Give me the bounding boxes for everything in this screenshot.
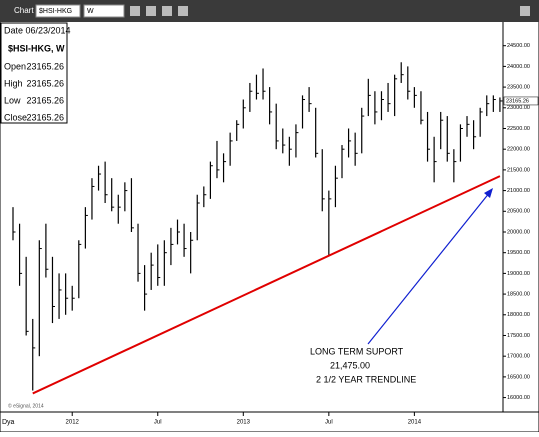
- x-tick-label: 2012: [66, 420, 80, 426]
- y-tick-label: 24500.00: [507, 43, 530, 49]
- corner-label: Dya: [2, 419, 15, 426]
- y-tick-label: 17000.00: [507, 354, 530, 360]
- title-bar: [0, 0, 539, 22]
- watermark: © eSignal, 2014: [8, 402, 44, 409]
- interval-input[interactable]: W: [87, 8, 94, 15]
- x-tick-label: Jul: [154, 420, 162, 426]
- y-tick-label: 22000.00: [507, 147, 530, 153]
- y-tick-label: 19500.00: [507, 250, 530, 256]
- info-label: High: [4, 78, 23, 88]
- info-value: 23165.26: [26, 78, 64, 88]
- info-label: Close: [4, 112, 27, 122]
- y-tick-label: 18500.00: [507, 292, 530, 298]
- annotation-line: LONG TERM SUPORT: [310, 346, 404, 356]
- y-tick-label: 21500.00: [507, 167, 530, 173]
- trendline: [32, 175, 501, 395]
- y-tick-label: 20500.00: [507, 209, 530, 215]
- last-price-marker: [503, 96, 539, 106]
- last-price-label: 23165.26: [506, 98, 529, 104]
- symbol-input[interactable]: $HSI-HKG: [39, 8, 72, 15]
- toolbar-icons: [130, 6, 530, 16]
- info-value: 23165.26: [26, 61, 64, 71]
- y-tick-label: 19000.00: [507, 271, 530, 277]
- y-tick-label: 17500.00: [507, 333, 530, 339]
- y-tick-label: 16500.00: [507, 374, 530, 380]
- info-date: Date 06/23/2014: [4, 25, 71, 35]
- y-tick-label: 23500.00: [507, 85, 530, 91]
- annotation-arrow: [367, 191, 491, 345]
- window-title: Chart: [14, 6, 34, 15]
- y-tick-label: 18000.00: [507, 312, 530, 318]
- y-tick-label: 21000.00: [507, 188, 530, 194]
- y-tick-label: 20000.00: [507, 229, 530, 235]
- info-label: Open: [4, 61, 26, 71]
- y-tick-label: 23000.00: [507, 105, 530, 111]
- y-tick-label: 24000.00: [507, 64, 530, 70]
- info-symbol: $HSI-HKG, W: [8, 43, 65, 53]
- x-tick-label: Jul: [325, 420, 333, 426]
- interval-box[interactable]: [83, 4, 125, 18]
- annotation-line: 21,475.00: [330, 360, 370, 370]
- x-tick-label: 2013: [237, 420, 251, 426]
- info-value: 23165.26: [26, 112, 64, 122]
- annotation-line: 2 1/2 YEAR TRENDLINE: [316, 374, 416, 384]
- info-value: 23165.26: [26, 95, 64, 105]
- x-tick-label: 2014: [408, 420, 422, 426]
- info-panel: [0, 22, 68, 124]
- y-tick-label: 22500.00: [507, 126, 530, 132]
- y-tick-label: 16000.00: [507, 395, 530, 401]
- arrow-head: [484, 188, 493, 198]
- info-label: Low: [4, 95, 21, 105]
- symbol-box[interactable]: [35, 4, 81, 18]
